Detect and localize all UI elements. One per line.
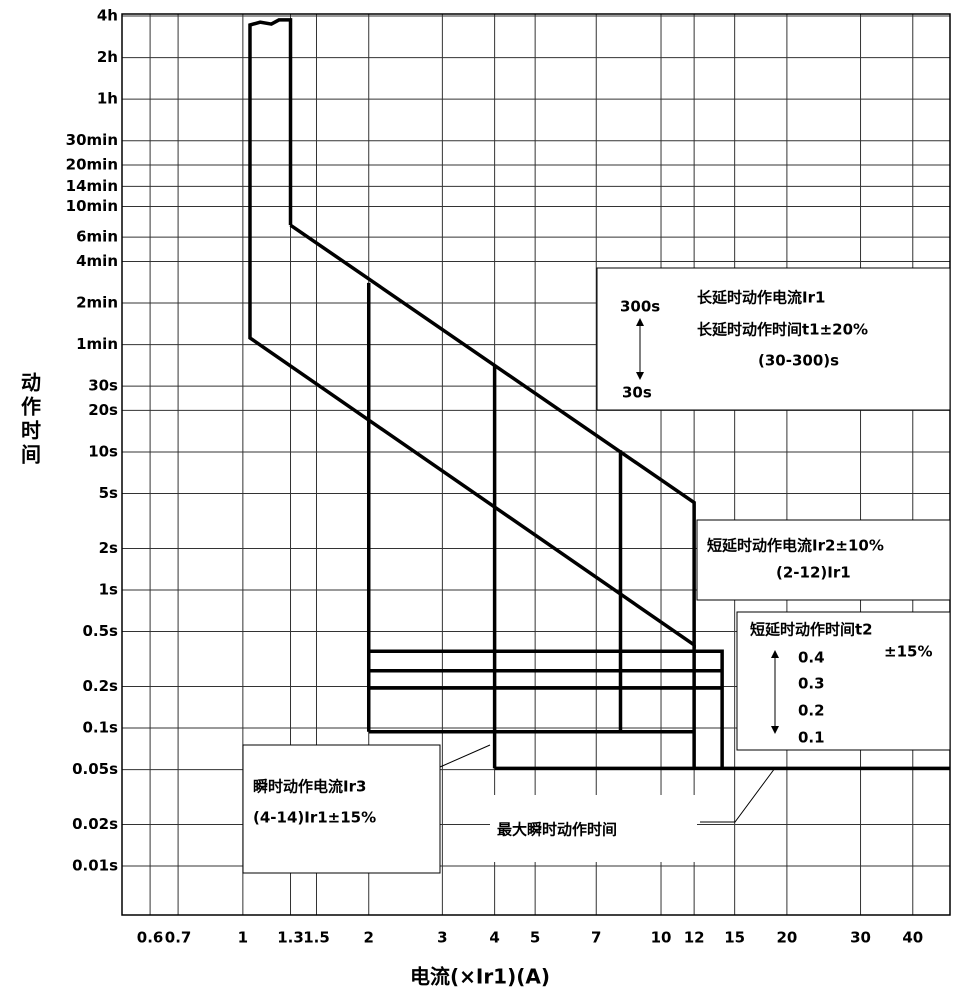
annotation: (30-300)s <box>758 352 839 370</box>
y-axis-label: 动作时间 <box>18 372 42 468</box>
annotation: 瞬时动作电流Ir3 <box>253 778 366 796</box>
x-tick-label: 7 <box>591 929 601 947</box>
annotation: 长延时动作电流Ir1 <box>697 289 825 307</box>
x-tick-label: 30 <box>850 929 871 947</box>
y-tick-label: 14min <box>66 177 118 195</box>
y-tick-label: 0.02s <box>72 815 118 833</box>
curve <box>368 649 724 769</box>
y-tick-label: 30min <box>66 131 118 149</box>
y-tick-label: 20min <box>66 156 118 174</box>
annotation: 0.3 <box>798 675 825 693</box>
y-tick-label: 1min <box>76 335 118 353</box>
y-tick-label: 4h <box>97 7 118 25</box>
short-delay-current-box <box>696 519 951 601</box>
y-tick-label: 20s <box>88 401 118 419</box>
y-tick-label: 0.01s <box>72 857 118 875</box>
annotation: 短延时动作时间t2 <box>750 621 873 639</box>
x-tick-label: 12 <box>684 929 705 947</box>
instant-box <box>242 744 441 874</box>
leader-line <box>700 767 776 823</box>
annotation: (4-14)Ir1±15% <box>253 809 376 827</box>
annotation: (2-12)Ir1 <box>776 564 851 582</box>
leader-line <box>439 744 491 768</box>
y-tick-label: 0.5s <box>82 622 118 640</box>
annotation: 长延时动作时间t1±20% <box>697 321 868 339</box>
x-tick-label: 3 <box>437 929 447 947</box>
y-tick-label: 0.05s <box>72 760 118 778</box>
max-instant-box <box>490 795 697 862</box>
x-axis-label: 电流(×Ir1)(A) <box>410 965 550 989</box>
x-tick-label: 1.5 <box>303 929 330 947</box>
y-tick-label: 2h <box>97 48 118 66</box>
annotation: 300s <box>620 298 660 316</box>
y-tick-label: 1s <box>99 581 118 599</box>
annotation: 0.4 <box>798 649 825 667</box>
x-tick-label: 1 <box>238 929 248 947</box>
y-tick-label: 0.1s <box>82 719 118 737</box>
y-tick-label: 10s <box>88 442 118 460</box>
y-tick-label: 30s <box>88 377 118 395</box>
x-tick-label: 20 <box>776 929 797 947</box>
x-tick-label: 2 <box>364 929 374 947</box>
y-tick-label: 5s <box>99 484 118 502</box>
plot-frame <box>121 13 951 916</box>
y-tick-label: 10min <box>66 197 118 215</box>
curve <box>248 18 696 649</box>
x-tick-label: 0.6 <box>137 929 164 947</box>
annotation: 0.2 <box>798 702 825 720</box>
annotation: 最大瞬时动作时间 <box>497 821 617 839</box>
y-tick-label: 2s <box>99 539 118 557</box>
x-tick-label: 4 <box>489 929 499 947</box>
tick-labels: 4h 2h 1h 30min 20min 14min 10min 6min 4min 2min 1m… <box>66 7 924 947</box>
x-tick-label: 0.7 <box>165 929 192 947</box>
x-tick-label: 10 <box>651 929 672 947</box>
long-delay-box <box>596 267 951 411</box>
y-tick-label: 1h <box>97 90 118 108</box>
curves <box>248 18 950 771</box>
y-tick-label: 6min <box>76 228 118 246</box>
x-tick-label: 1.3 <box>277 929 304 947</box>
grid <box>122 14 950 915</box>
x-tick-label: 40 <box>902 929 923 947</box>
annotation: 30s <box>622 384 652 402</box>
y-tick-label: 0.2s <box>82 677 118 695</box>
annotation: 短延时动作电流Ir2±10% <box>707 537 884 555</box>
y-tick-label: 2min <box>76 294 118 312</box>
x-tick-label: 15 <box>724 929 745 947</box>
annotations: 300s 30s 长延时动作电流Ir1 长延时动作时间t1±20% (30-30… <box>253 289 932 839</box>
x-tick-label: 5 <box>530 929 540 947</box>
y-tick-label: 4min <box>76 252 118 270</box>
annotation: ±15% <box>884 643 932 661</box>
annotation: 0.1 <box>798 729 825 747</box>
